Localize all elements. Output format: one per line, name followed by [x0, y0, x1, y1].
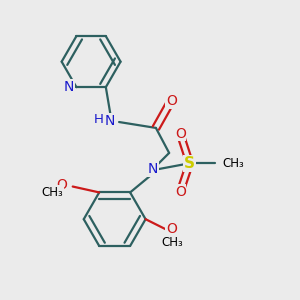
Text: O: O — [166, 222, 177, 236]
Text: O: O — [56, 178, 68, 192]
Text: N: N — [148, 162, 158, 176]
Text: S: S — [184, 156, 195, 171]
Text: CH₃: CH₃ — [41, 186, 63, 199]
Text: N: N — [105, 114, 116, 128]
Text: O: O — [166, 94, 177, 108]
Text: O: O — [175, 185, 186, 199]
Text: H: H — [94, 112, 103, 126]
Text: CH₃: CH₃ — [161, 236, 183, 249]
Text: CH₃: CH₃ — [222, 157, 244, 170]
Text: O: O — [175, 127, 186, 140]
Text: N: N — [64, 80, 74, 94]
